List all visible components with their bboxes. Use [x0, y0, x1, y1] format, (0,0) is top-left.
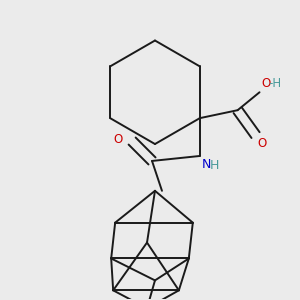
Text: O: O — [257, 137, 267, 150]
Text: -H: -H — [268, 77, 282, 90]
Text: N: N — [202, 158, 211, 171]
Text: O: O — [113, 133, 122, 146]
Text: O: O — [262, 77, 271, 90]
Text: H: H — [210, 159, 219, 172]
